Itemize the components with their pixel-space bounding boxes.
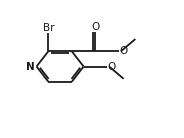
Text: O: O: [107, 62, 116, 71]
Text: N: N: [26, 62, 35, 71]
Text: Br: Br: [43, 23, 54, 33]
Text: O: O: [91, 22, 100, 32]
Text: O: O: [119, 46, 128, 56]
